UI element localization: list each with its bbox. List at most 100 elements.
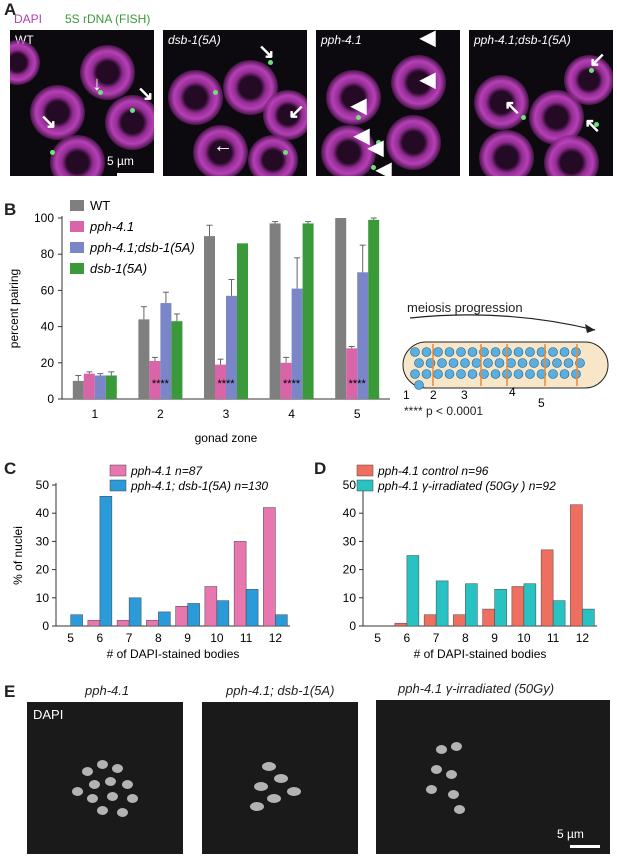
legend-entry: pph-4.1; dsb-1(5A) n=130 [130,479,268,493]
e-title-2: pph-4.1; dsb-1(5A) [226,683,335,698]
legend-entry: WT [90,198,110,213]
arrow-icon: ↙ [589,49,606,71]
bar-pph-4.1; dsb-1(5A) n=130 [99,496,113,627]
arrow-icon: ← [213,135,233,157]
bar-dsb-1(5A) [237,243,248,399]
y-tick-label: 50 [343,478,357,492]
nucleus-icon [414,380,424,390]
bar-pph-4.1 control n=96 [482,608,495,627]
bar-pph-4.1;dsb-1(5A) [226,295,237,399]
x-tick-label: 1 [91,407,98,421]
micrograph-dsb1: dsb-1(5A) ↘ ↙ ← [163,30,307,176]
bar-pph-4.1 γ-irradiated (50Gy ) n=92 [435,580,449,627]
dapi-image-1: DAPI [27,702,183,854]
dapi-image-2 [202,702,358,854]
x-tick-label: 12 [576,631,590,645]
x-tick-label: 10 [210,631,224,645]
x-tick-label: 9 [491,631,498,645]
arrow-icon: ↖ [504,97,521,119]
bar-pph-4.1 control n=96 [570,504,583,627]
nucleus-icon [513,369,524,379]
nucleus-icon [471,358,482,368]
nucleus-icon [548,369,558,379]
legend-entry: pph-4.1 [89,219,134,234]
nucleus-icon [571,347,581,357]
bar-pph-4.1 [149,360,161,399]
x-tick-label: 7 [126,631,133,645]
x-tick-label: 6 [97,631,104,645]
legend-swatch [109,479,127,492]
bar-dsb-1(5A) [171,321,183,399]
legend-entry: pph-4.1 γ-irradiated (50Gy ) n=92 [377,479,556,493]
bar-pph-4.1; dsb-1(5A) n=130 [216,600,230,627]
micrograph-label: dsb-1(5A) [168,33,221,47]
y-tick-label: 40 [36,506,50,520]
nucleus-icon [410,347,420,357]
bar-pph-4.1 [280,362,292,399]
arrow-icon: ↓ [92,73,102,95]
nucleus-icon [421,369,432,379]
scale-bar-label: 5 µm [107,154,134,168]
y-axis-title: % of nuclei [11,526,25,585]
nucleus-icon [467,347,478,357]
bar-pph-4.1 control n=96 [394,622,408,627]
nucleus-icon [433,369,443,379]
bar-WT [72,380,84,399]
nucleus-icon [548,347,558,357]
x-tick-label: 4 [288,407,295,421]
arrowhead-icon [585,324,595,333]
x-tick-label: 12 [269,631,283,645]
nucleus-icon [410,369,420,379]
zone-label: 5 [538,396,545,410]
bar-pph-4.1; dsb-1(5A) n=130 [187,603,200,627]
x-tick-label: 6 [404,631,411,645]
nucleus-icon [494,358,505,368]
arrowhead-icon: ◀ [354,125,370,147]
nucleus-icon [525,347,535,357]
progression-arrow [409,314,596,331]
arrowhead-icon: ◀ [420,30,436,49]
arrow-icon: ↘ [258,41,275,63]
panel-e-label: E [4,682,16,701]
nucleus-icon [460,358,470,368]
y-tick-label: 100 [34,211,54,225]
bar-pph-4.1; dsb-1(5A) n=130 [275,614,288,627]
zone-label: 1 [403,388,410,402]
x-tick-label: 11 [547,631,560,645]
y-tick-label: 40 [41,320,55,334]
x-axis-title: # of DAPI-stained bodies [414,647,547,661]
bar-pph-4.1 control n=96 [453,614,466,627]
nucleus-icon [456,347,466,357]
nucleus-icon [437,358,447,368]
nucleus-icon [414,358,424,368]
dapi-label: DAPI [33,707,64,722]
nucleus-icon [433,347,443,357]
bar-pph-4.1;dsb-1(5A) [357,272,369,399]
legend-swatch [109,464,127,477]
legend-swatch [356,464,374,477]
y-tick-label: 0 [42,619,49,633]
x-axis-title: gonad zone [195,431,258,445]
x-axis-title: # of DAPI-stained bodies [107,647,240,661]
nucleus-icon [552,358,562,368]
x-tick-label: 9 [184,631,191,645]
x-tick-label: 5 [374,631,381,645]
bar-pph-4.1 n=87 [87,620,101,627]
x-tick-label: 2 [157,407,164,421]
scale-bar [570,845,600,848]
x-tick-label: 8 [462,631,469,645]
bar-pph-4.1 γ-irradiated (50Gy ) n=92 [552,600,566,627]
arrowhead-icon: ◀ [368,137,384,159]
bar-dsb-1(5A) [105,375,117,399]
nucleus-icon [513,347,524,357]
y-tick-label: 30 [36,534,50,548]
legend-swatch [70,263,84,274]
bar-pph-4.1; dsb-1(5A) n=130 [245,589,259,627]
nucleus-icon [536,347,547,357]
arrow-icon: ↘ [40,111,57,133]
legend-fish: 5S rDNA (FISH) [65,12,151,26]
bar-WT [138,319,150,399]
zone-label: 3 [461,388,468,402]
panel-b-label: B [4,200,17,219]
e-title-1: pph-4.1 [85,683,130,698]
